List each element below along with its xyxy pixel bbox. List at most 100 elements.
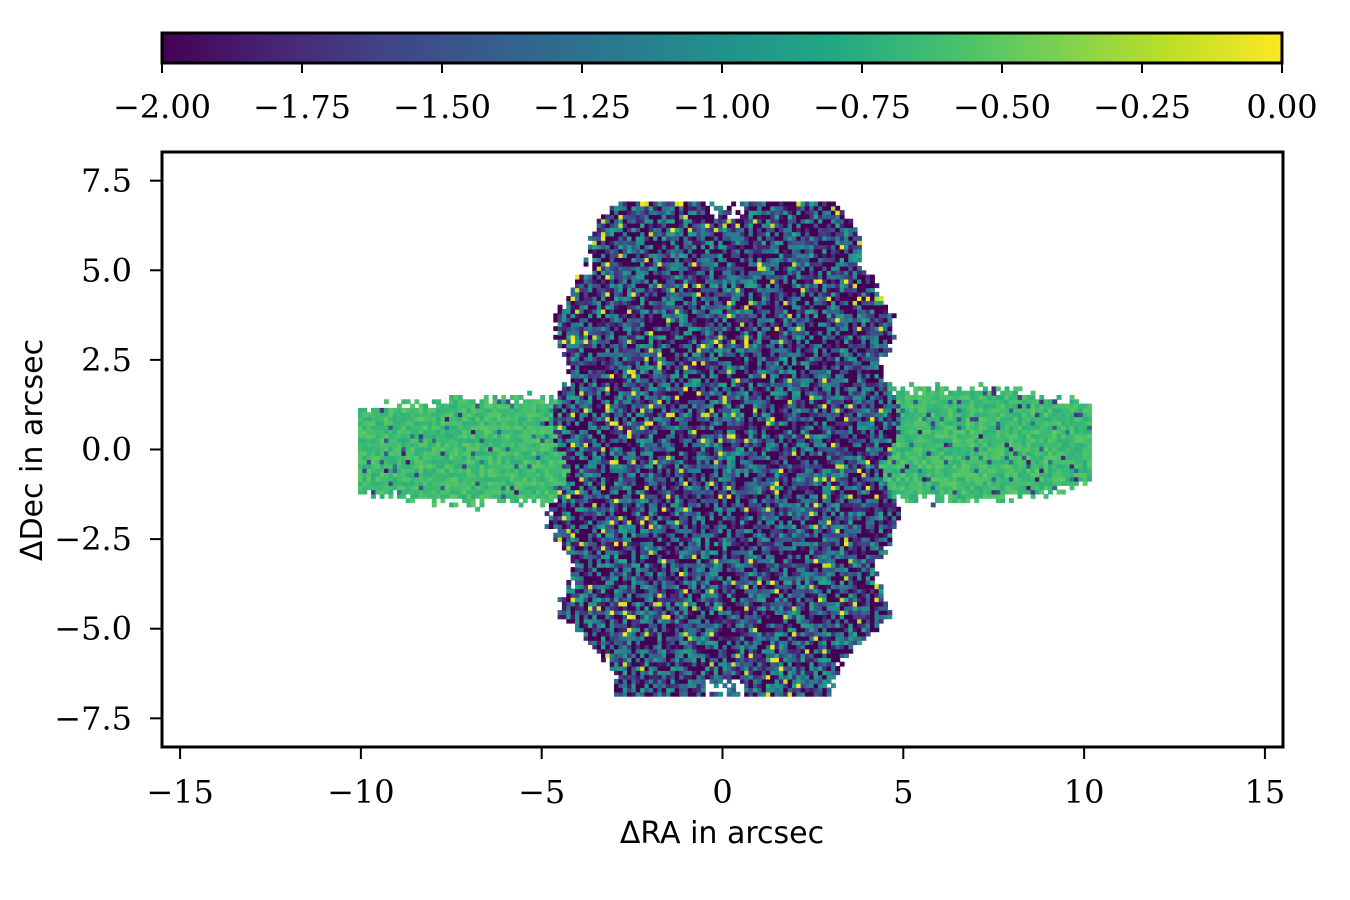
heatmap-cell (384, 476, 389, 482)
heatmap-cell (870, 592, 875, 598)
heatmap-cell (865, 498, 871, 504)
heatmap-cell (692, 515, 697, 521)
heatmap-cell (666, 674, 671, 680)
heatmap-cell (748, 653, 754, 658)
heatmap-cell (861, 549, 867, 555)
heatmap-cell (661, 549, 667, 555)
heatmap-cell (809, 537, 815, 542)
heatmap-cell (705, 627, 710, 633)
heatmap-cell (674, 549, 680, 555)
heatmap-cell (622, 674, 628, 680)
heatmap-cell (1056, 468, 1062, 473)
heatmap-cell (592, 515, 598, 521)
heatmap-cell (553, 455, 559, 461)
heatmap-cell (1000, 489, 1006, 495)
heatmap-cell (761, 674, 767, 680)
heatmap-cell (627, 588, 632, 594)
heatmap-cell (844, 614, 849, 620)
heatmap-cell (943, 476, 949, 482)
heatmap-cell (462, 455, 467, 461)
heatmap-cell (410, 489, 415, 495)
heatmap-cell (666, 472, 671, 478)
heatmap-cell (726, 618, 732, 624)
heatmap-cell (657, 541, 663, 547)
heatmap-cell (575, 511, 580, 517)
heatmap-cell (818, 562, 823, 568)
heatmap-cell (705, 635, 710, 641)
heatmap-cell (687, 502, 693, 508)
heatmap-cell (835, 515, 841, 521)
heatmap-cell (627, 519, 632, 525)
heatmap-cell (1065, 455, 1071, 461)
heatmap-cell (657, 528, 663, 534)
heatmap-cell (722, 670, 728, 676)
heatmap-cell (713, 502, 719, 508)
heatmap-cell (588, 580, 593, 585)
heatmap-cell (631, 511, 637, 517)
heatmap-cell (622, 575, 628, 581)
heatmap-cell (709, 597, 715, 603)
heatmap-cell (813, 558, 819, 564)
heatmap-cell (679, 493, 684, 499)
heatmap-cell (765, 554, 771, 560)
heatmap-cell (818, 541, 823, 547)
heatmap-cell (865, 592, 871, 598)
heatmap-cell (592, 627, 598, 633)
heatmap-cell (640, 468, 645, 473)
heatmap-cell (622, 493, 628, 499)
heatmap-cell (618, 648, 624, 654)
heatmap-cell (844, 485, 849, 491)
heatmap-cell (661, 489, 667, 495)
heatmap-cell (583, 468, 589, 473)
heatmap-cell (588, 610, 593, 615)
heatmap-cell (679, 575, 684, 581)
heatmap-cell (800, 532, 806, 538)
heatmap-cell (605, 519, 611, 525)
heatmap-cell (436, 481, 441, 486)
heatmap-cell (601, 502, 606, 508)
heatmap-cell (713, 683, 719, 689)
heatmap-cell (692, 610, 697, 615)
heatmap-cell (592, 481, 598, 486)
heatmap-cell (1021, 472, 1027, 478)
heatmap-cell (648, 618, 654, 624)
heatmap-cell (418, 476, 424, 482)
heatmap-cell (844, 519, 849, 525)
heatmap-cell (535, 450, 541, 456)
heatmap-cell (674, 653, 680, 658)
heatmap-cell (744, 691, 750, 697)
heatmap-cell (713, 653, 719, 658)
heatmap-cell (614, 670, 619, 676)
heatmap-cell (449, 450, 454, 456)
heatmap-cell (1030, 459, 1036, 465)
heatmap-cell (987, 489, 993, 495)
heatmap-cell (640, 562, 645, 568)
heatmap-cell (692, 493, 697, 499)
heatmap-cell (635, 691, 641, 697)
heatmap-cell (982, 485, 988, 491)
heatmap-cell (566, 601, 572, 607)
heatmap-cell (731, 691, 737, 697)
heatmap-cell (783, 678, 789, 684)
heatmap-cell (670, 648, 676, 654)
heatmap-cell (709, 541, 715, 547)
heatmap-cell (657, 476, 663, 482)
heatmap-cell (765, 666, 771, 671)
heatmap-cell (991, 481, 997, 486)
heatmap-cell (661, 618, 667, 624)
heatmap-cell (1078, 455, 1084, 461)
heatmap-cell (627, 493, 632, 499)
heatmap-cell (844, 653, 849, 658)
heatmap-cell (731, 493, 737, 499)
heatmap-cell (865, 502, 871, 508)
heatmap-cell (852, 571, 858, 577)
heatmap-cell (796, 515, 802, 521)
heatmap-cell (848, 623, 854, 628)
heatmap-cell (791, 605, 797, 611)
heatmap-cell (818, 661, 823, 667)
heatmap-cell (774, 618, 780, 624)
heatmap-cell (796, 584, 802, 590)
heatmap-cell (709, 558, 715, 564)
heatmap-cell (726, 485, 732, 491)
